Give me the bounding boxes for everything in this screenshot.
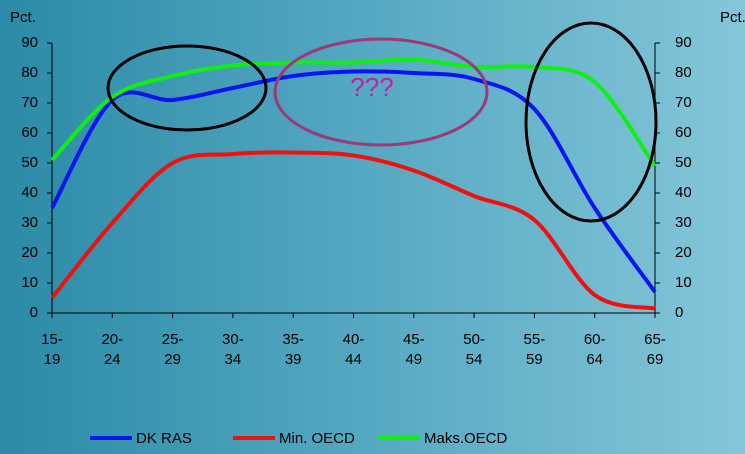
series-line: [50, 69, 657, 294]
highlight-ellipse: [524, 21, 658, 223]
x-tick-label: 60- 64: [583, 331, 606, 368]
y2-axis-label: Pct.: [720, 9, 745, 26]
series-line: [50, 150, 656, 311]
y-tick-label: 20: [21, 244, 38, 261]
y2-tick-label: 30: [675, 214, 692, 231]
y2-tick-label: 10: [675, 274, 692, 291]
y-tick-label: 40: [21, 184, 38, 201]
x-tick-label: 65- 69: [644, 331, 666, 368]
series-line: [50, 57, 657, 168]
legend-label: Maks.OECD: [424, 430, 508, 447]
annotation: ???: [350, 72, 393, 102]
y2-tick-label: 20: [675, 244, 692, 261]
y2-tick-label: 40: [675, 184, 692, 201]
y-tick-label: 90: [21, 34, 38, 51]
y-tick-label: 10: [21, 274, 38, 291]
x-tick-label: 55- 59: [523, 331, 546, 368]
x-tick-label: 40- 44: [342, 331, 365, 368]
x-tick-label: 25- 29: [161, 331, 184, 368]
x-tick-label: 20- 24: [101, 331, 124, 368]
y-tick-label: 50: [21, 154, 38, 171]
highlight-ellipse: [273, 37, 489, 147]
highlight-ellipse: [106, 44, 268, 132]
y2-tick-label: 60: [675, 124, 692, 141]
y-tick-label: 70: [21, 94, 38, 111]
y2-tick-label: 50: [675, 154, 692, 171]
x-tick-label: 30- 34: [222, 331, 244, 368]
legend-label: Min. OECD: [279, 430, 355, 447]
x-tick-label: 45- 49: [402, 331, 425, 368]
x-tick-label: 15- 19: [41, 331, 63, 368]
y-tick-label: 30: [21, 214, 38, 231]
y-tick-label: 60: [21, 124, 38, 141]
y2-tick-label: 0: [675, 304, 683, 321]
y-tick-label: 80: [21, 64, 38, 81]
y2-tick-label: 90: [675, 34, 692, 51]
y-axis-label: Pct.: [10, 9, 36, 26]
y2-tick-label: 70: [675, 94, 692, 111]
y2-tick-label: 80: [675, 64, 692, 81]
legend-label: DK RAS: [136, 430, 192, 447]
x-tick-label: 35- 39: [282, 331, 305, 368]
y-tick-label: 0: [30, 304, 38, 321]
x-tick-label: 50- 54: [463, 331, 485, 368]
